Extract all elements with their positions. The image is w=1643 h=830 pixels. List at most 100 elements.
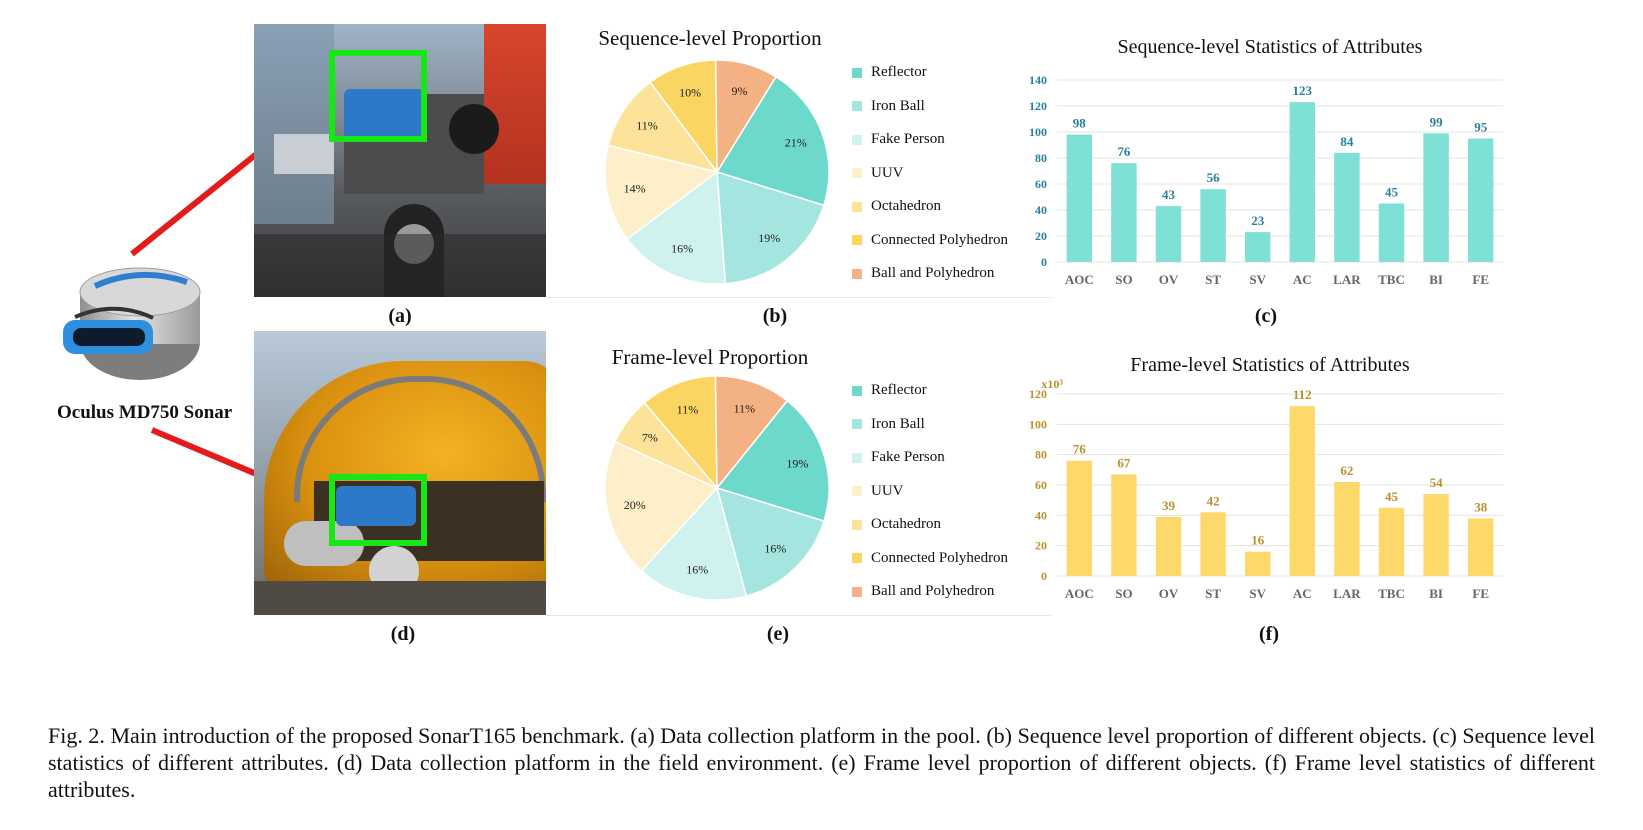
pie-e-legend-label: UUV	[871, 482, 904, 499]
pie-b-slice-label-4: 11%	[636, 119, 658, 133]
pie-b-slice-4	[607, 81, 719, 174]
panel-label-b: (b)	[762, 305, 788, 327]
pie-e-legend-item: UUV	[852, 475, 1008, 509]
pie-b-slice-label-1: 19%	[758, 231, 780, 245]
bar-c-value-label: 43	[1162, 187, 1176, 202]
bar-f-category-label: SO	[1115, 586, 1132, 601]
pie-b-legend-label: UUV	[871, 164, 904, 181]
bar-f-bar-OV	[1155, 516, 1182, 576]
bar-f-category-label: AC	[1293, 586, 1312, 601]
pie-b-slice-3	[604, 144, 719, 240]
pie-e-slice-label-5: 11%	[677, 402, 699, 416]
pie-e-title: Frame-level Proportion	[611, 345, 809, 369]
bar-c-category-label: OV	[1159, 272, 1179, 287]
pie-b-title: Sequence-level Proportion	[598, 26, 822, 50]
bar-f-category-label: FE	[1472, 586, 1489, 601]
row-separator-bottom	[546, 615, 1051, 616]
pie-e-slice-0	[715, 399, 830, 523]
pie-b-slice-0	[715, 75, 830, 207]
bar-c-bar-OV	[1155, 206, 1182, 262]
bar-f-value-label: 45	[1385, 489, 1399, 504]
pie-b-slice-1	[716, 170, 825, 285]
pie-e-legend-label: Fake Person	[871, 449, 945, 466]
bar-f-category-label: SV	[1249, 586, 1266, 601]
bar-c-value-label: 56	[1207, 170, 1221, 185]
panel-label-a: (a)	[388, 305, 412, 327]
pie-e-chart: 19% 16% 16% 20% 7% 11% 11%	[604, 375, 830, 601]
bar-f-title: Frame-level Statistics of Attributes	[1130, 354, 1410, 376]
bar-c-bar-AOC	[1066, 134, 1093, 262]
bar-c-ytick-label: 100	[1029, 125, 1047, 139]
bar-f-bar-AC	[1289, 406, 1316, 576]
bar-f-ytick-label: 0	[1041, 569, 1047, 583]
panel-label-e: (e)	[766, 623, 790, 645]
sonar-device-illustration	[63, 267, 201, 380]
photo-a-pool-platform	[254, 24, 546, 297]
pie-e-slice-6	[714, 375, 789, 491]
bar-c-value-label: 123	[1293, 83, 1313, 98]
bar-c-title: Sequence-level Statistics of Attributes	[1117, 36, 1423, 58]
pie-b-legend-label: Reflector	[871, 64, 927, 81]
bar-c-bar-BI	[1423, 133, 1449, 262]
figure-caption: Fig. 2. Main introduction of the propose…	[48, 723, 1595, 802]
pie-e-slice-label-2: 16%	[686, 563, 708, 577]
pie-e-slice-5	[643, 375, 718, 491]
row-separator-top	[546, 297, 1051, 298]
bar-c-bar-AC	[1289, 102, 1316, 262]
bar-f-value-label: 112	[1293, 387, 1312, 402]
pie-b-slice-label-5: 10%	[679, 85, 701, 99]
pie-e-slice-label-6: 11%	[734, 402, 756, 416]
pie-e-legend-label: Iron Ball	[871, 415, 925, 432]
bar-f-value-label: 42	[1207, 493, 1220, 508]
bar-c-bar-TBC	[1378, 203, 1405, 262]
bar-c-category-label: BI	[1429, 272, 1443, 287]
pie-b-legend-label: Iron Ball	[871, 97, 925, 114]
pie-b-legend-item: Fake Person	[852, 123, 1008, 157]
pie-b-legend: Reflector Iron Ball Fake Person UUV Octahedr…	[852, 56, 1008, 291]
bar-c-category-label: TBC	[1378, 272, 1405, 287]
pie-b-legend-swatch	[852, 134, 862, 145]
bar-c-category-label: FE	[1472, 272, 1489, 287]
pie-e-legend: Reflector Iron Ball Fake Person UUV Octahedr…	[852, 374, 1008, 609]
bar-f-category-label: BI	[1429, 586, 1443, 601]
bar-f-category-label: OV	[1159, 586, 1179, 601]
pie-b-legend-item: Ball and Polyhedron	[852, 257, 1008, 291]
pie-e-legend-item: Reflector	[852, 374, 1008, 408]
bar-c-category-label: SO	[1115, 272, 1132, 287]
bar-f-bar-SV	[1244, 551, 1271, 576]
pie-b-legend-swatch	[852, 67, 862, 78]
bar-f-ytick-label: 100	[1029, 417, 1047, 431]
bar-c-category-label: AOC	[1065, 272, 1094, 287]
pie-b-legend-label: Ball and Polyhedron	[871, 265, 995, 282]
pie-b-legend-swatch	[852, 235, 862, 246]
pie-e-legend-swatch	[852, 519, 862, 530]
pie-e-legend-item: Octahedron	[852, 508, 1008, 542]
bar-f-value-label: 62	[1340, 463, 1353, 478]
panel-label-c: (c)	[1254, 305, 1278, 327]
pie-e-legend-label: Ball and Polyhedron	[871, 583, 995, 600]
pie-e-legend-item: Fake Person	[852, 441, 1008, 475]
pie-e-slice-2	[640, 486, 748, 601]
bar-c-value-label: 76	[1117, 144, 1131, 159]
bar-f-ytick-label: 60	[1035, 478, 1047, 492]
bar-c-value-label: 99	[1430, 114, 1444, 129]
bar-f-category-label: LAR	[1333, 586, 1361, 601]
bar-f-ytick-label: 40	[1035, 508, 1047, 522]
pie-b-slice-label-3: 14%	[624, 182, 646, 196]
bar-c-value-label: 84	[1340, 134, 1354, 149]
bar-f-bar-SO	[1111, 474, 1137, 576]
pie-b-legend-item: Reflector	[852, 56, 1008, 90]
pie-b-legend-swatch	[852, 201, 862, 212]
bar-c-bar-LAR	[1334, 152, 1360, 262]
bar-c-ytick-label: 120	[1029, 99, 1047, 113]
pie-b-legend-item: Octahedron	[852, 190, 1008, 224]
bar-f-value-label: 54	[1430, 475, 1444, 490]
green-highlight-box-a	[329, 50, 427, 142]
bar-f-ytick-label: 80	[1035, 448, 1047, 462]
pie-b-slice-label-0: 21%	[785, 136, 807, 150]
bar-f-bar-BI	[1423, 494, 1449, 576]
pie-e-legend-swatch	[852, 553, 862, 564]
bar-f-bar-TBC	[1378, 507, 1405, 576]
pie-b-legend-item: UUV	[852, 157, 1008, 191]
